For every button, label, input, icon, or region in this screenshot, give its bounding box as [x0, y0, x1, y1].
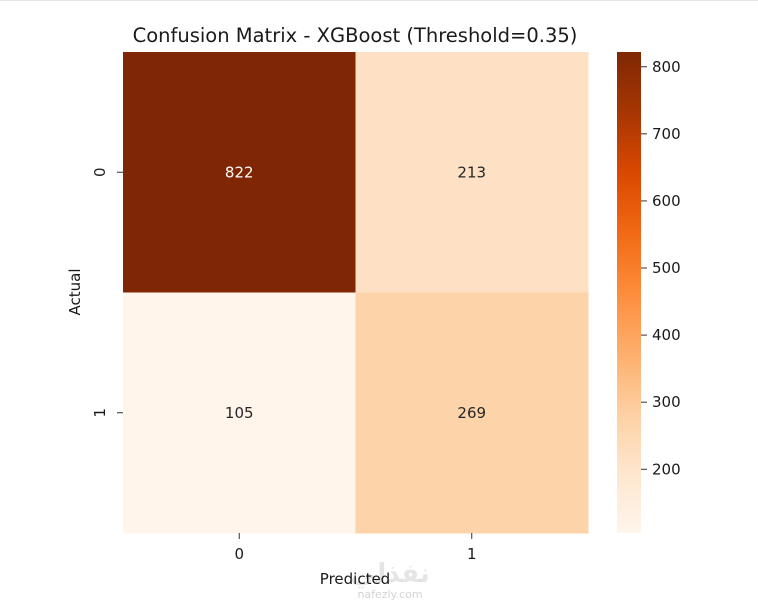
cell-value-label: 269 [457, 404, 486, 422]
colorbar-ticks: 200 300 400 500 600 700 800 [641, 58, 681, 478]
heatmap-cell [123, 292, 356, 534]
chart-title: Confusion Matrix - XGBoost (Threshold=0.… [133, 24, 578, 47]
y-axis-ticks: 01 [91, 167, 123, 418]
cell-value-label: 105 [225, 404, 254, 422]
colorbar-tick-label: 300 [652, 393, 681, 411]
x-axis-label: Predicted [320, 570, 390, 588]
colorbar-tick-label: 800 [652, 58, 681, 76]
y-tick-label: 0 [91, 167, 109, 177]
y-axis-label: Actual [66, 269, 84, 316]
cell-value-label: 213 [457, 163, 486, 181]
colorbar-tick-label: 400 [652, 326, 681, 344]
top-divider [0, 0, 758, 1]
colorbar [617, 52, 641, 533]
colorbar-tick-label: 600 [652, 192, 681, 210]
watermark-arabic: نفذلي [350, 559, 430, 589]
cell-value-label: 822 [225, 163, 254, 181]
x-tick-label: 0 [234, 545, 244, 563]
heatmap-cell [123, 52, 356, 293]
colorbar-tick-label: 500 [652, 259, 681, 277]
heatmap-cell [355, 292, 589, 534]
heatmap-cells: 822 213 105 269 [123, 52, 589, 534]
colorbar-tick-label: 700 [652, 125, 681, 143]
heatmap-cell [355, 52, 589, 293]
colorbar-tick-label: 200 [652, 460, 681, 478]
x-tick-label: 1 [467, 545, 477, 563]
watermark-latin: nafezly.com [357, 588, 422, 601]
y-tick-label: 1 [91, 408, 109, 418]
